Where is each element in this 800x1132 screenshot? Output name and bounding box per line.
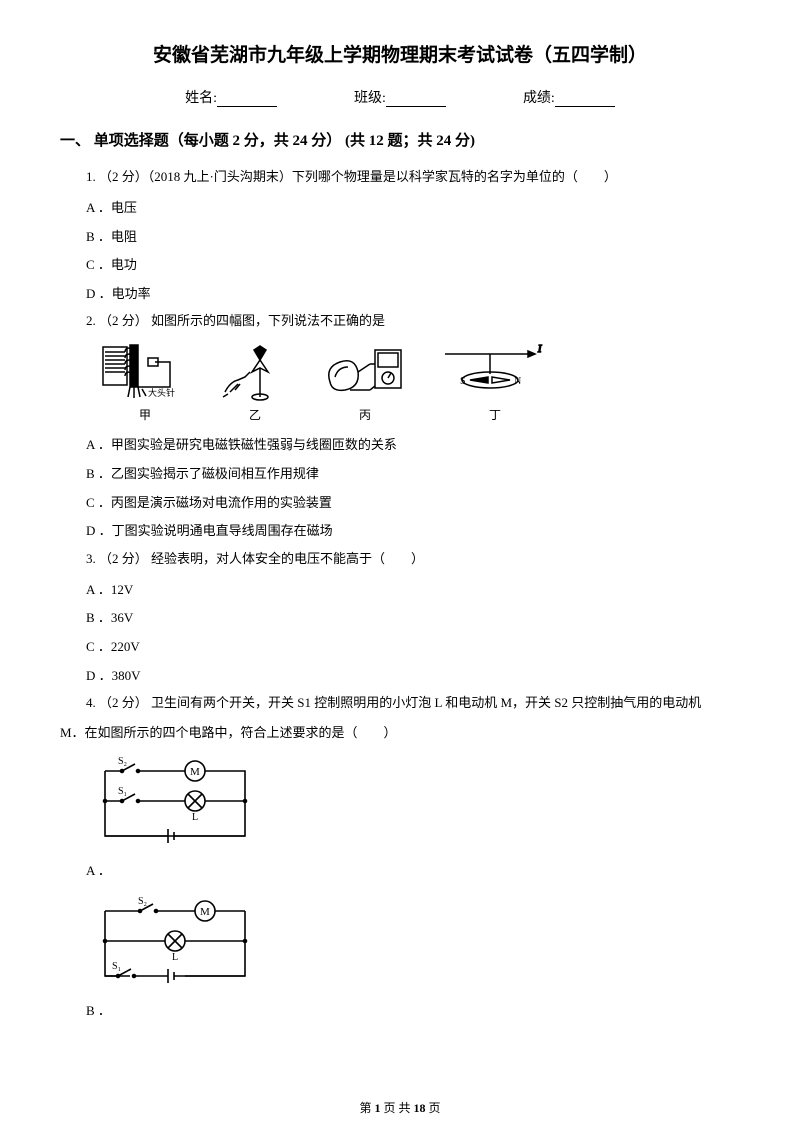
section-1-header: 一、 单项选择题（每小题 2 分，共 24 分） (共 12 题；共 24 分) <box>60 129 740 150</box>
q2-fig-ding: I S N 丁 <box>440 342 550 423</box>
q2-fig-jia-annot: 大头针 <box>148 387 175 398</box>
q2-fig-bing: 丙 <box>320 342 410 423</box>
svg-text:I: I <box>537 344 542 355</box>
svg-text:M: M <box>190 766 200 778</box>
q3-option-d: D ．380V <box>60 662 740 691</box>
exam-title: 安徽省芜湖市九年级上学期物理期末考试试卷（五四学制） <box>60 40 740 67</box>
q4-circuit-a: M S₂ S₁ L <box>90 756 740 851</box>
q2-figures: 大头针 甲 乙 <box>100 342 740 423</box>
q1-option-a: A ．电压 <box>60 194 740 223</box>
q4-option-b-label: B ． <box>60 997 740 1026</box>
q2-fig-ding-label: 丁 <box>440 406 550 423</box>
svg-text:L: L <box>192 812 198 823</box>
svg-text:L: L <box>172 952 178 963</box>
footer-suffix: 页 <box>426 1101 441 1115</box>
q2-stem: 2. （2 分） 如图所示的四幅图，下列说法不正确的是 <box>60 308 740 334</box>
q4-circuit-b: M S₂ L S₁ <box>90 896 740 991</box>
class-label: 班级: <box>354 87 386 107</box>
svg-text:M: M <box>200 906 210 918</box>
q4-stem-line1: 4. （2 分） 卫生间有两个开关，开关 S1 控制照明用的小灯泡 L 和电动机… <box>60 690 740 716</box>
q4-stem-line2: M．在如图所示的四个电路中，符合上述要求的是（ ） <box>60 720 740 746</box>
footer-total: 18 <box>414 1101 426 1115</box>
q1-stem: 1. （2 分）（2018 九上·门头沟期末）下列哪个物理量是以科学家瓦特的名字… <box>60 164 740 190</box>
page-footer: 第 1 页 共 18 页 <box>0 1099 800 1116</box>
q3-stem: 3. （2 分） 经验表明，对人体安全的电压不能高于（ ） <box>60 546 740 572</box>
svg-text:S₂: S₂ <box>138 896 147 907</box>
name-label: 姓名: <box>185 87 217 107</box>
q2-option-a: A ．甲图实验是研究电磁铁磁性强弱与线圈匝数的关系 <box>60 431 740 460</box>
q2-fig-yi-label: 乙 <box>220 406 290 423</box>
q2-fig-yi: 乙 <box>220 342 290 423</box>
footer-mid: 页 共 <box>380 1101 413 1115</box>
q2-fig-ding-n: N <box>514 376 521 387</box>
q1-option-b: B ．电阻 <box>60 223 740 252</box>
student-info-line: 姓名: 班级: 成绩: <box>60 87 740 107</box>
q2-option-c: C ．丙图是演示磁场对电流作用的实验装置 <box>60 489 740 518</box>
q2-fig-ding-s: S <box>460 376 466 387</box>
q2-fig-jia: 大头针 甲 <box>100 342 190 423</box>
q2-option-d: D ．丁图实验说明通电直导线周围存在磁场 <box>60 517 740 546</box>
svg-text:S₁: S₁ <box>118 786 127 797</box>
q4-option-a-label: A ． <box>60 857 740 886</box>
q2-fig-jia-label: 甲 <box>100 406 190 423</box>
class-blank[interactable] <box>386 93 446 107</box>
name-blank[interactable] <box>217 93 277 107</box>
q1-option-c: C ．电功 <box>60 251 740 280</box>
q3-option-a: A ．12V <box>60 576 740 605</box>
footer-prefix: 第 <box>359 1101 374 1115</box>
svg-text:S₂: S₂ <box>118 756 127 767</box>
svg-text:S₁: S₁ <box>112 961 121 972</box>
q1-option-d: D ．电功率 <box>60 280 740 309</box>
q2-option-b: B ．乙图实验揭示了磁极间相互作用规律 <box>60 460 740 489</box>
score-blank[interactable] <box>555 93 615 107</box>
q2-fig-bing-label: 丙 <box>320 406 410 423</box>
q3-option-c: C ．220V <box>60 633 740 662</box>
q3-option-b: B ．36V <box>60 604 740 633</box>
score-label: 成绩: <box>523 87 555 107</box>
